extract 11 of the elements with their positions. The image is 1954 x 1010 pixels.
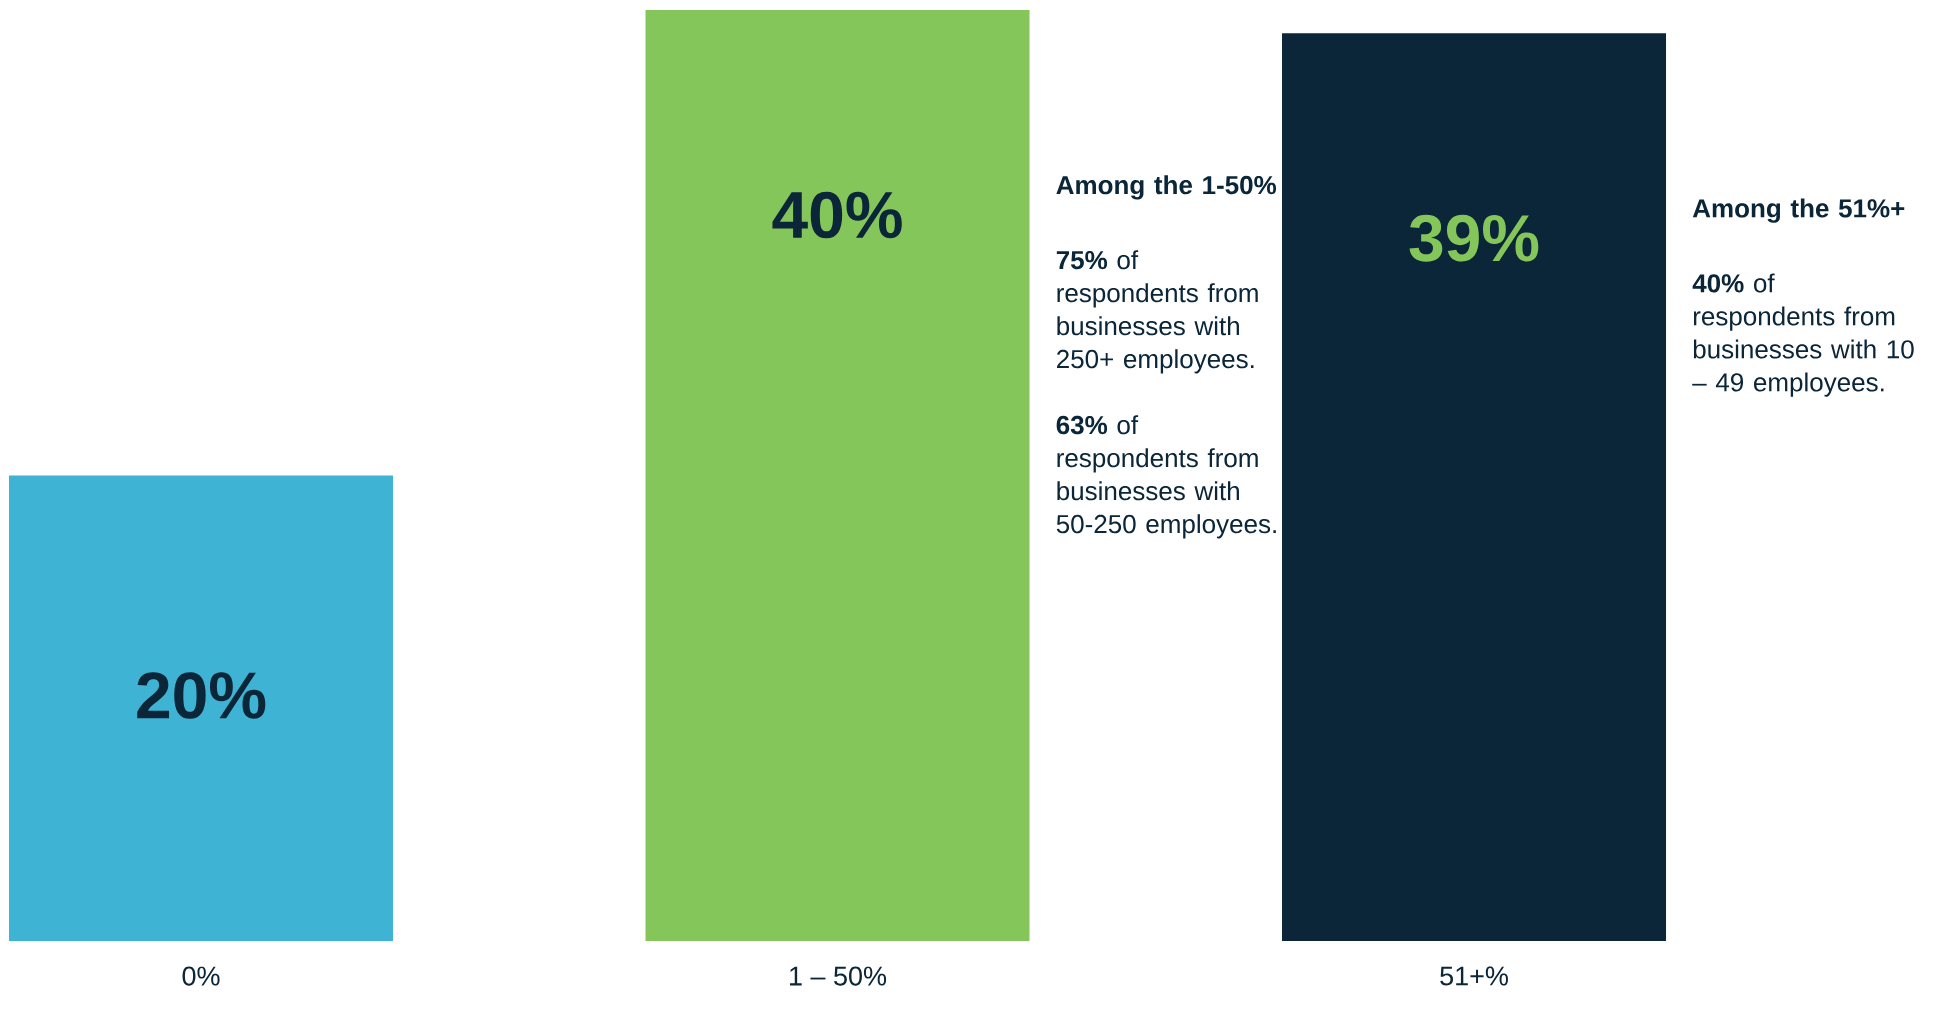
x-tick-label: 1 – 50% (790, 966, 887, 986)
data-label: 40% (772, 191, 902, 239)
data-label: 39% (1409, 214, 1539, 262)
annotation: Among the 51%+ (1692, 198, 1905, 223)
annotation: 40% of respondents from businesses with 10 – 49 employees. (1692, 273, 1914, 397)
annotation: 75% of respondents from businesses with 250+ employees. (1056, 250, 1258, 374)
data-label: 20% (137, 672, 266, 719)
annotation: Among the 1-50% (1056, 175, 1277, 200)
x-tick-label: 0% (182, 966, 220, 986)
annotation: 63% of respondents from businesses with 50-250 employees. (1056, 415, 1276, 539)
x-tick-label: 51+% (1440, 966, 1508, 986)
